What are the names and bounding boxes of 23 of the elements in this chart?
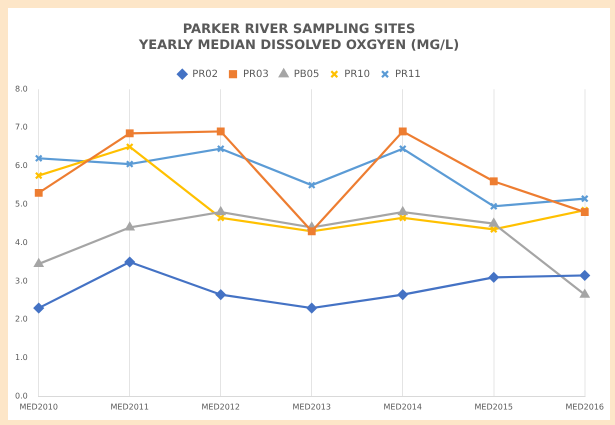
y-tick-label: 1.0 xyxy=(14,353,28,362)
y-tick-label: 0.0 xyxy=(14,391,28,400)
legend-label: PR10 xyxy=(344,68,370,80)
y-tick-label: 3.0 xyxy=(14,276,28,286)
x-tick-label: MED2012 xyxy=(201,402,240,412)
legend-label: PR03 xyxy=(242,68,269,80)
x-tick-label: MED2015 xyxy=(474,402,513,412)
legend-label: PR11 xyxy=(395,68,421,80)
x-tick-label: MED2010 xyxy=(19,402,58,412)
y-tick-label: 6.0 xyxy=(14,161,28,170)
x-tick-label: MED2016 xyxy=(566,402,604,412)
legend-label: PR02 xyxy=(192,68,218,80)
y-tick-label: 8.0 xyxy=(14,84,28,94)
x-tick-label: MED2014 xyxy=(384,402,422,412)
y-tick-label: 4.0 xyxy=(14,238,28,247)
text: PARKER RIVER SAMPLING SITES xyxy=(182,22,416,38)
y-tick-label: 2.0 xyxy=(14,314,28,324)
y-tick-label: 7.0 xyxy=(14,122,28,132)
text: YEARLY MEDIAN DISSOLVED OXGYEN (MG/L) xyxy=(138,38,460,53)
y-tick-label: 5.0 xyxy=(14,199,28,208)
x-tick-label: MED2013 xyxy=(292,402,331,412)
legend-label: PB05 xyxy=(294,68,320,80)
x-tick-label: MED2011 xyxy=(110,402,149,412)
